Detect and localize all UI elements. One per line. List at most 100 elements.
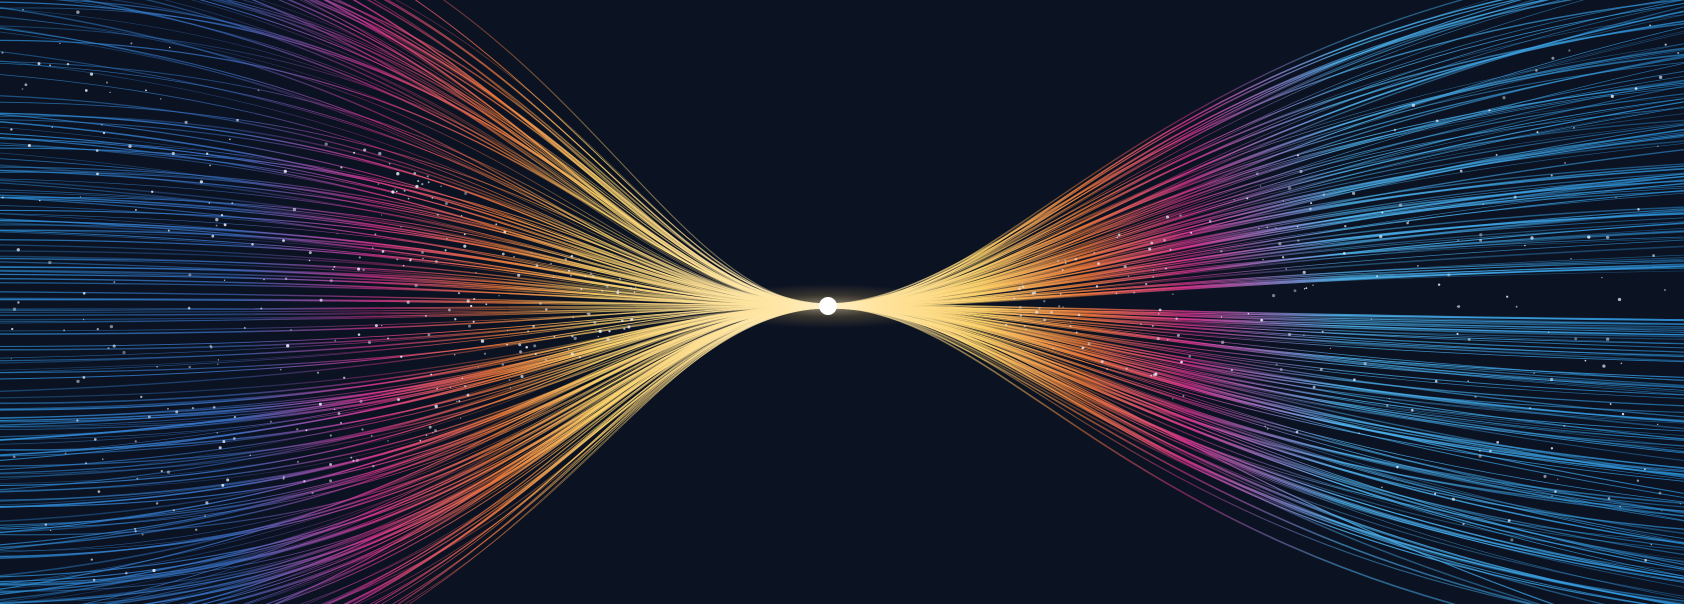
- particle-dot: [1019, 306, 1022, 309]
- particle-dot: [506, 344, 508, 346]
- particle-dot: [579, 356, 581, 358]
- particle-dot: [1644, 468, 1646, 470]
- particle-dot: [338, 412, 341, 415]
- particle-dot: [1508, 519, 1511, 522]
- particle-dot: [1618, 298, 1621, 301]
- particle-dot: [1535, 69, 1538, 72]
- particle-dot: [224, 223, 227, 226]
- particle-dot: [1299, 170, 1302, 173]
- particle-dot: [454, 318, 456, 320]
- particle-dot: [1475, 396, 1477, 398]
- particle-dot: [135, 209, 137, 211]
- particle-dot: [1282, 256, 1284, 258]
- particle-dot: [363, 269, 365, 271]
- particle-dot: [545, 359, 547, 361]
- particle-dot: [122, 351, 125, 354]
- particle-dot: [458, 292, 460, 294]
- particle-dot: [619, 278, 621, 280]
- particle-dot: [156, 502, 159, 505]
- particle-dot: [1088, 342, 1091, 345]
- particle-dot: [1220, 250, 1223, 253]
- particle-dot: [588, 313, 591, 316]
- particle-dot: [606, 285, 609, 288]
- particle-dot: [1065, 262, 1067, 264]
- particle-dot: [1506, 296, 1508, 298]
- particle-dot: [13, 308, 16, 311]
- particle-dot: [1406, 222, 1409, 225]
- particle-dot: [148, 415, 151, 418]
- particle-dot: [98, 490, 101, 493]
- particle-dot: [519, 350, 522, 353]
- particle-dot: [1482, 204, 1484, 206]
- particle-dot: [28, 144, 31, 147]
- particle-dot: [130, 42, 132, 44]
- particle-dot: [358, 333, 361, 336]
- particle-dot: [1479, 239, 1482, 242]
- particle-dot: [91, 558, 93, 560]
- particle-dot: [396, 258, 398, 260]
- particle-dot: [234, 416, 236, 418]
- particle-dot: [1371, 318, 1373, 320]
- particle-dot: [532, 325, 535, 328]
- particle-dot: [128, 145, 131, 148]
- particle-dot: [1058, 305, 1060, 307]
- particle-dot: [468, 325, 471, 328]
- particle-dot: [231, 202, 233, 204]
- particle-dot: [52, 126, 53, 127]
- particle-dot: [413, 172, 416, 175]
- particle-dot: [1070, 321, 1071, 322]
- particle-dot: [1489, 450, 1492, 453]
- particle-dot: [1537, 131, 1539, 133]
- particle-dot: [617, 290, 619, 292]
- particle-dot: [90, 72, 93, 75]
- particle-dot: [1285, 268, 1287, 270]
- particle-dot: [1303, 271, 1306, 274]
- particle-dot: [1209, 220, 1212, 223]
- particle-dot: [572, 316, 574, 318]
- particle-dot: [429, 426, 432, 429]
- particle-dot: [1587, 235, 1590, 238]
- particle-dot: [1551, 57, 1554, 60]
- particle-dot: [361, 428, 363, 430]
- particle-dot: [1438, 283, 1440, 285]
- particle-dot: [249, 455, 251, 457]
- particle-dot: [481, 339, 484, 342]
- particle-dot: [445, 249, 447, 251]
- particle-dot: [2, 196, 4, 198]
- particle-dot: [236, 119, 239, 122]
- particle-dot: [209, 345, 211, 347]
- particle-dot: [1652, 254, 1655, 257]
- particle-dot: [1062, 269, 1064, 271]
- particle-dot: [1309, 208, 1312, 211]
- particle-dot: [1479, 233, 1482, 236]
- particle-dot: [503, 231, 506, 234]
- particle-dot: [188, 307, 191, 310]
- particle-dot: [435, 405, 438, 408]
- particle-dot: [317, 372, 319, 374]
- particle-dot: [1602, 364, 1605, 367]
- particle-dot: [635, 287, 636, 288]
- particle-dot: [1140, 323, 1142, 325]
- particle-dot: [1312, 284, 1313, 285]
- particle-dot: [1153, 373, 1156, 376]
- particle-dot: [1180, 361, 1183, 364]
- particle-dot: [334, 409, 335, 410]
- particle-dot: [1661, 510, 1662, 511]
- particle-dot: [216, 225, 218, 227]
- particle-dot: [592, 275, 595, 278]
- particle-dot: [350, 457, 352, 459]
- particle-dot: [263, 279, 264, 280]
- particle-dot: [630, 287, 632, 289]
- particle-dot: [22, 9, 23, 10]
- particle-dot: [167, 470, 170, 473]
- particle-dot: [1246, 197, 1248, 199]
- particle-dot: [293, 208, 296, 211]
- particle-dot: [502, 253, 505, 256]
- particle-dot: [1070, 325, 1072, 327]
- particle-dot: [1615, 197, 1616, 198]
- particle-dot: [1060, 293, 1062, 295]
- particle-dot: [1101, 360, 1104, 363]
- particle-dot: [303, 480, 305, 482]
- particle-dot: [408, 198, 410, 200]
- particle-dot: [280, 369, 282, 371]
